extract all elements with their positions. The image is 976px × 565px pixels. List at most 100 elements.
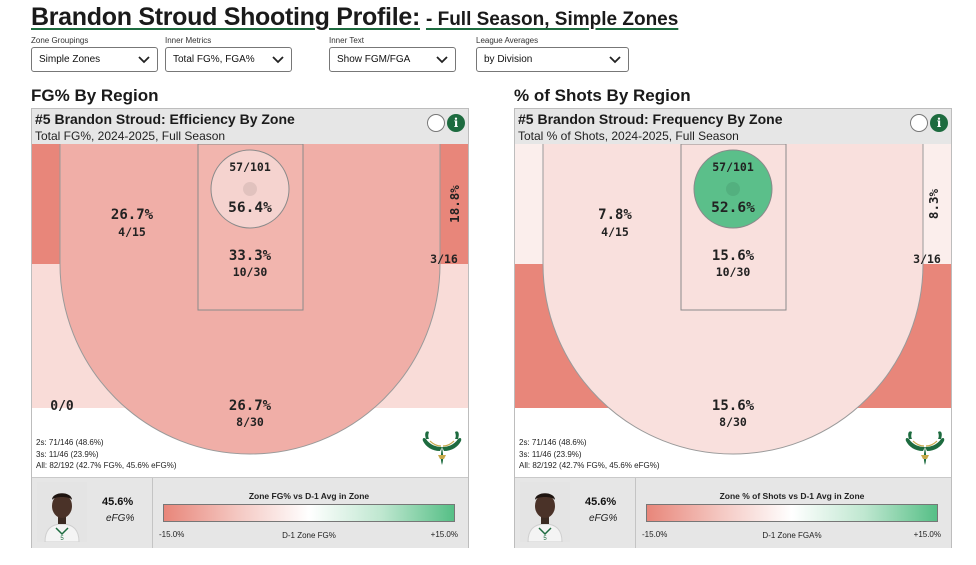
panel-footer: 5 45.6% eFG% Zone % of Shots vs D-1 Avg … [515, 477, 951, 548]
legend-gradient-bar [646, 504, 938, 522]
three-pct-label: 15.6% [712, 398, 755, 414]
chevron-down-icon [435, 53, 449, 67]
panel-title: #5 Brandon Stroud: Frequency By Zone [518, 111, 783, 127]
legend-mid-label: D-1 Zone FGA% [762, 531, 822, 540]
threes-stat: 3s: 11/46 (23.9%) [519, 449, 582, 459]
shots-by-region-heading: % of Shots By Region [514, 86, 691, 105]
footer-divider [152, 478, 153, 548]
panel-subtitle: Total FG%, 2024-2025, Full Season [35, 129, 226, 143]
team-logo [420, 429, 464, 472]
rim-pct-label: 56.4% [228, 200, 272, 216]
frequency-panel: #5 Brandon Stroud: Frequency By Zone Tot… [514, 108, 952, 548]
league-averages-select[interactable]: by Division [476, 47, 629, 72]
mid-pct-label: 26.7% [111, 207, 154, 223]
left-corner-fraction-label: 0/0 [50, 399, 74, 414]
lane-line [197, 144, 304, 311]
rim-fraction-label: 57/101 [712, 160, 754, 174]
zone-groupings-filter: Zone Groupings Simple Zones [31, 36, 158, 72]
corner-fraction-label: 3/16 [430, 252, 458, 266]
legend-min-label: -15.0% [642, 530, 668, 539]
panel-footer: 5 45.6% eFG% Zone FG% vs D-1 Avg in Zone… [32, 477, 468, 548]
player-avatar: 5 [37, 482, 87, 542]
right-corner-zone [923, 144, 951, 264]
rim-zone [210, 149, 290, 229]
three-fraction-label: 8/30 [236, 415, 264, 429]
all-stat: All: 82/192 (42.7% FG%, 45.6% eFG%) [36, 461, 177, 470]
twos-stat: 2s: 71/146 (48.6%) [519, 438, 587, 447]
paint-pct-label: 33.3% [229, 248, 272, 264]
inner-metrics-filter: Inner Metrics Total FG%, FGA% [165, 36, 292, 72]
zone-groupings-value: Simple Zones [39, 54, 101, 65]
legend-min-label: -15.0% [159, 530, 185, 539]
chevron-down-icon [271, 53, 285, 67]
fg-by-region-heading: FG% By Region [31, 86, 159, 105]
inner-metrics-value: Total FG%, FGA% [173, 54, 255, 65]
shot-chart-court: 57/101 52.6% 15.6% 10/30 7.8% 4/15 8.3% … [515, 144, 951, 477]
season-stats: 2s: 71/146 (48.6%) 3s: 11/46 (23.9%) All… [36, 437, 177, 472]
left-corner-zone [32, 144, 60, 264]
efg-label: eFG% [106, 513, 135, 524]
footer-divider [635, 478, 636, 548]
efficiency-panel: #5 Brandon Stroud: Efficiency By Zone To… [31, 108, 469, 548]
chevron-down-icon [137, 53, 151, 67]
inner-text-label: Inner Text [329, 36, 364, 45]
inner-text-select[interactable]: Show FGM/FGA [329, 47, 456, 72]
season-stats: 2s: 71/146 (48.6%) 3s: 11/46 (23.9%) All… [519, 437, 660, 472]
corner-fraction-label: 3/16 [913, 252, 941, 266]
mid-fraction-label: 4/15 [601, 225, 629, 239]
rim-fraction-label: 57/101 [229, 160, 271, 174]
team-logo [903, 429, 947, 472]
page-title-sub: - Full Season, Simple Zones [425, 9, 679, 30]
three-point-line [542, 144, 924, 455]
page-title-main: Brandon Stroud Shooting Profile: [31, 3, 420, 31]
info-icon[interactable]: i [447, 114, 465, 132]
all-stat: All: 82/192 (42.7% FG%, 45.6% eFG%) [519, 461, 660, 470]
paint-fraction-label: 10/30 [233, 265, 268, 279]
toggle-circle-button[interactable] [910, 114, 928, 132]
corner-pct-label: 18.8% [447, 185, 462, 223]
svg-text:5: 5 [543, 536, 547, 542]
inner-metrics-select[interactable]: Total FG%, FGA% [165, 47, 292, 72]
right-corner-zone [440, 144, 468, 264]
panel-subtitle: Total % of Shots, 2024-2025, Full Season [518, 129, 739, 143]
corner-pct-label: 8.3% [926, 188, 941, 219]
chevron-down-icon [608, 53, 622, 67]
legend-gradient-bar [163, 504, 455, 522]
left-corner-zone [515, 144, 543, 264]
three-point-line [59, 144, 441, 455]
page-title: Brandon Stroud Shooting Profile: - Full S… [31, 3, 678, 32]
panel-header: #5 Brandon Stroud: Efficiency By Zone To… [32, 109, 468, 145]
league-averages-label: League Averages [476, 36, 539, 45]
info-icon[interactable]: i [930, 114, 948, 132]
paint-pct-label: 15.6% [712, 248, 755, 264]
rim-pct-label: 52.6% [711, 200, 755, 216]
threes-stat: 3s: 11/46 (23.9%) [36, 449, 99, 459]
inner-text-value: Show FGM/FGA [337, 54, 411, 65]
hoop-marker [726, 182, 740, 196]
twos-stat: 2s: 71/146 (48.6%) [36, 438, 104, 447]
legend-max-label: +15.0% [430, 530, 458, 539]
panel-header: #5 Brandon Stroud: Frequency By Zone Tot… [515, 109, 951, 145]
efg-value: 45.6% [585, 496, 617, 508]
mid-fraction-label: 4/15 [118, 225, 146, 239]
inner-text-filter: Inner Text Show FGM/FGA [329, 36, 456, 72]
three-pct-label: 26.7% [229, 398, 272, 414]
zone-groupings-label: Zone Groupings [31, 36, 89, 45]
shot-chart-court: 57/101 56.4% 33.3% 10/30 26.7% 4/15 18.8… [32, 144, 468, 477]
player-avatar: 5 [520, 482, 570, 542]
panel-title: #5 Brandon Stroud: Efficiency By Zone [35, 111, 295, 127]
svg-text:5: 5 [60, 536, 64, 542]
legend-max-label: +15.0% [913, 530, 941, 539]
efg-label: eFG% [589, 513, 618, 524]
league-averages-value: by Division [484, 54, 533, 65]
league-averages-filter: League Averages by Division [476, 36, 629, 72]
legend-title: Zone % of Shots vs D-1 Avg in Zone [719, 491, 865, 501]
zone-groupings-select[interactable]: Simple Zones [31, 47, 158, 72]
paint-fraction-label: 10/30 [716, 265, 751, 279]
efg-value: 45.6% [102, 496, 134, 508]
toggle-circle-button[interactable] [427, 114, 445, 132]
mid-pct-label: 7.8% [598, 207, 632, 223]
inner-metrics-label: Inner Metrics [165, 36, 212, 45]
legend-title: Zone FG% vs D-1 Avg in Zone [248, 491, 370, 501]
legend-mid-label: D-1 Zone FG% [282, 531, 336, 540]
